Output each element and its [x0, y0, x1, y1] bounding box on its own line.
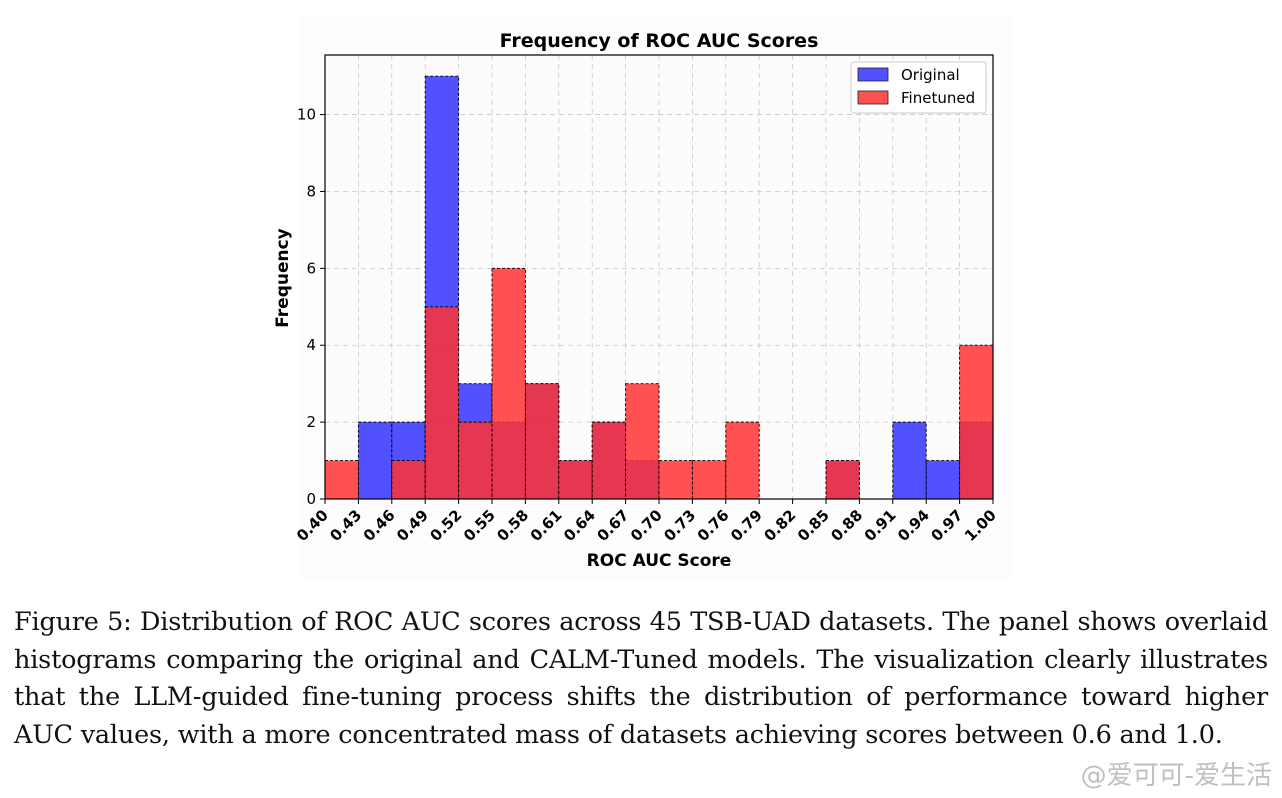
bar-finetuned [424, 306, 460, 500]
bars-finetuned [324, 267, 994, 500]
bar-finetuned [458, 421, 493, 500]
bar-finetuned [725, 421, 760, 500]
y-axis-ticks: 0 2 4 6 8 10 [297, 106, 325, 508]
bar-finetuned [658, 460, 693, 500]
y-tick-label: 4 [306, 336, 316, 354]
y-tick-label: 8 [306, 182, 316, 200]
y-tick-label: 0 [306, 490, 316, 508]
bar-finetuned [491, 267, 526, 500]
legend-label-original: Original [901, 66, 960, 84]
bar-finetuned [625, 383, 660, 500]
bar-finetuned [391, 460, 426, 500]
watermark: @爱可可-爱生活 [1080, 761, 1272, 791]
bar-finetuned [558, 460, 593, 500]
figure-caption: Figure 5: Distribution of ROC AUC scores… [14, 607, 1268, 750]
legend-label-finetuned: Finetuned [901, 89, 975, 107]
y-tick-label: 6 [306, 259, 316, 277]
legend-swatch-finetuned [857, 90, 889, 105]
legend: Original Finetuned [850, 61, 987, 114]
legend-swatch-original [857, 67, 889, 82]
bar-finetuned [524, 383, 560, 500]
bar-original [925, 460, 961, 500]
y-axis-label: Frequency [273, 228, 293, 328]
chart-title: Frequency of ROC AUC Scores [500, 30, 819, 52]
bar-original [357, 421, 393, 500]
y-tick-label: 2 [306, 413, 316, 431]
x-axis-label: ROC AUC Score [587, 551, 732, 571]
y-tick-label: 10 [297, 106, 316, 124]
bar-finetuned [324, 460, 359, 500]
bar-original [892, 421, 927, 500]
bar-finetuned [691, 460, 727, 500]
bar-finetuned [825, 460, 860, 500]
bar-finetuned [591, 421, 627, 500]
bar-finetuned [959, 344, 994, 500]
